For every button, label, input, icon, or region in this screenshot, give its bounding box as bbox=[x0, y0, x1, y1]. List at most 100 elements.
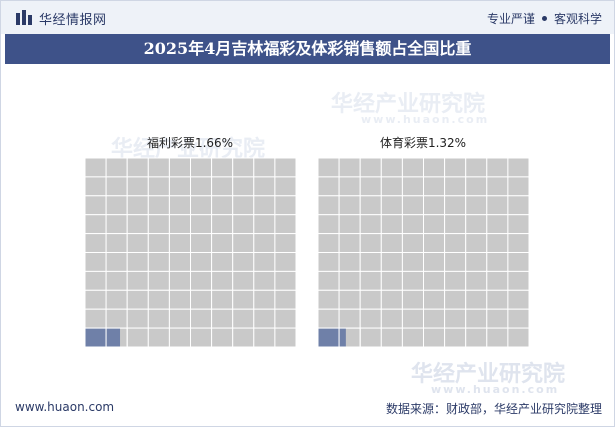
waffle-cell bbox=[253, 308, 276, 329]
waffle-cell bbox=[444, 176, 467, 197]
waffle-cell bbox=[232, 270, 255, 291]
waffle-cell bbox=[253, 176, 276, 197]
waffle-cell bbox=[105, 289, 128, 310]
waffle-cell bbox=[168, 289, 191, 310]
waffle-cell bbox=[359, 270, 382, 291]
waffle-cell bbox=[190, 233, 213, 254]
waffle-cell bbox=[486, 327, 509, 348]
waffle-filled-cell bbox=[339, 328, 346, 347]
waffle-cell bbox=[190, 176, 213, 197]
waffle-cell bbox=[126, 252, 149, 272]
waffle-cell bbox=[423, 289, 446, 310]
waffle-cell bbox=[380, 252, 403, 272]
waffle-cell bbox=[168, 308, 191, 329]
footer-url[interactable]: www.huaon.com bbox=[15, 400, 115, 414]
waffle-cell bbox=[423, 270, 446, 291]
waffle-cell bbox=[317, 233, 340, 254]
waffle-cell bbox=[317, 289, 340, 310]
waffle-cell bbox=[401, 214, 424, 235]
waffle-cell bbox=[338, 214, 361, 235]
waffle-cell bbox=[401, 233, 424, 254]
waffle-cell bbox=[486, 176, 509, 197]
waffle-cell bbox=[444, 233, 467, 254]
waffle-cell bbox=[253, 289, 276, 310]
waffle-cell bbox=[338, 176, 361, 197]
waffle-cell bbox=[105, 308, 128, 329]
waffle-cell bbox=[486, 289, 509, 310]
brand[interactable]: 华经情报网 bbox=[15, 9, 107, 28]
waffle-cell bbox=[105, 233, 128, 254]
waffle-cell bbox=[380, 270, 403, 291]
waffle-cell bbox=[253, 252, 276, 272]
footer-source: 数据来源：财政部，华经产业研究院整理 bbox=[385, 402, 602, 416]
chart-title: 2025年4月吉林福彩及体彩销售额占全国比重 bbox=[143, 39, 472, 58]
waffle-cell bbox=[253, 214, 276, 235]
waffle-cell bbox=[84, 233, 107, 254]
waffle-cell bbox=[338, 289, 361, 310]
waffle-cell bbox=[274, 308, 297, 329]
waffle-cell bbox=[168, 327, 191, 348]
waffle-cell bbox=[444, 289, 467, 310]
waffle-cell bbox=[380, 308, 403, 329]
waffle-cell bbox=[380, 289, 403, 310]
waffle-cell bbox=[507, 214, 530, 235]
waffle-cell bbox=[147, 270, 170, 291]
waffle-cell bbox=[423, 214, 446, 235]
waffle-cell bbox=[274, 233, 297, 254]
waffle-cell bbox=[126, 157, 149, 178]
waffle-cell bbox=[105, 195, 128, 216]
waffle-福利彩票 bbox=[84, 157, 297, 348]
waffle-cell bbox=[359, 233, 382, 254]
waffle-cell bbox=[359, 308, 382, 329]
waffle-cell bbox=[380, 233, 403, 254]
waffle-cell bbox=[423, 195, 446, 216]
waffle-cell-border bbox=[338, 327, 361, 348]
waffle-cell bbox=[147, 214, 170, 235]
waffle-cell bbox=[444, 252, 467, 272]
waffle-cell bbox=[359, 214, 382, 235]
waffle-cell bbox=[401, 176, 424, 197]
waffle-cell bbox=[211, 233, 234, 254]
header-bar: 华经情报网 专业严谨 客观科学 bbox=[1, 1, 614, 34]
waffle-cell bbox=[232, 233, 255, 254]
waffle-cell bbox=[317, 214, 340, 235]
waffle-cell bbox=[274, 214, 297, 235]
waffle-cell bbox=[465, 176, 488, 197]
waffle-cell bbox=[232, 176, 255, 197]
waffle-cell bbox=[486, 308, 509, 329]
waffle-cell bbox=[126, 327, 149, 348]
waffle-cell bbox=[126, 176, 149, 197]
waffle-cell bbox=[190, 195, 213, 216]
waffle-cell bbox=[486, 252, 509, 272]
waffle-cell bbox=[465, 157, 488, 178]
waffle-cell bbox=[232, 308, 255, 329]
waffle-cell bbox=[401, 270, 424, 291]
waffle-label-sports: 体育彩票1.32% bbox=[379, 136, 467, 150]
waffle-cell bbox=[190, 308, 213, 329]
waffle-cell bbox=[211, 157, 234, 178]
waffle-cell bbox=[274, 252, 297, 272]
waffle-cell bbox=[274, 327, 297, 348]
waffle-cell bbox=[380, 214, 403, 235]
waffle-cell bbox=[486, 233, 509, 254]
tagline: 专业严谨 客观科学 bbox=[487, 10, 602, 27]
waffle-cell bbox=[380, 157, 403, 178]
waffle-cell bbox=[423, 157, 446, 178]
waffle-cell bbox=[444, 327, 467, 348]
waffle-cell bbox=[84, 195, 107, 216]
waffle-cell bbox=[147, 289, 170, 310]
waffle-cell bbox=[317, 176, 340, 197]
waffle-cell bbox=[147, 157, 170, 178]
tagline-left: 专业严谨 bbox=[486, 12, 535, 26]
waffle-cell bbox=[126, 270, 149, 291]
waffle-cell bbox=[444, 270, 467, 291]
waffle-cell bbox=[232, 195, 255, 216]
waffle-cell bbox=[126, 308, 149, 329]
waffle-cell bbox=[338, 270, 361, 291]
waffle-cell bbox=[359, 195, 382, 216]
waffle-cell bbox=[253, 233, 276, 254]
waffle-cell bbox=[168, 176, 191, 197]
waffle-cell bbox=[105, 270, 128, 291]
title-bar: 2025年4月吉林福彩及体彩销售额占全国比重 bbox=[5, 34, 610, 64]
